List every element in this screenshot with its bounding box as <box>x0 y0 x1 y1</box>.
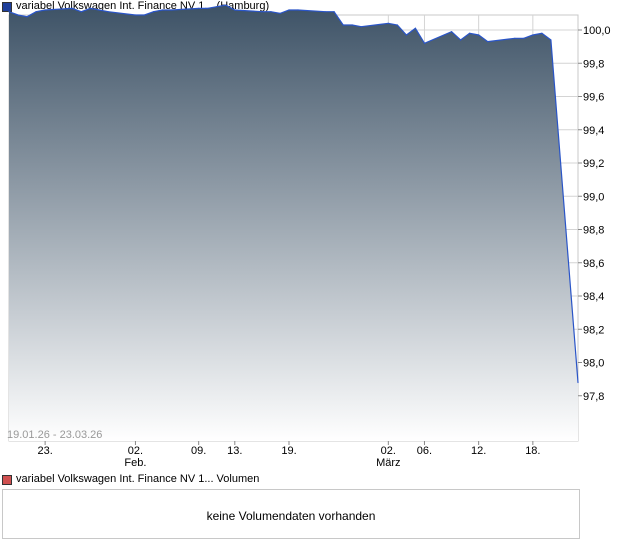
y-tick-label: 99,6 <box>583 92 604 104</box>
price-point <box>98 9 100 11</box>
price-legend-swatch <box>2 1 12 12</box>
price-point <box>279 12 281 14</box>
price-point <box>460 39 462 41</box>
price-point <box>152 11 155 13</box>
price-point <box>469 32 471 34</box>
price-point <box>387 22 389 24</box>
price-point <box>161 9 164 11</box>
price-point <box>198 7 200 9</box>
volume-legend-label: variabel Volkswagen Int. Finance NV 1...… <box>16 473 260 485</box>
price-point <box>405 34 407 36</box>
price-point <box>532 34 534 36</box>
price-chart: 100,0 99,8 99,6 99,4 99,2 99,0 98,8 98,6 98,4 98,… <box>7 4 611 469</box>
price-point <box>207 7 209 9</box>
price-point <box>360 26 362 28</box>
price-point <box>234 9 236 11</box>
price-point <box>541 32 543 34</box>
price-point <box>342 24 344 26</box>
price-point <box>89 7 91 9</box>
date-range-label: 19.01.26 - 23.03.26 <box>7 429 102 441</box>
y-tick-label: 98,4 <box>583 291 604 303</box>
y-tick-label: 98,8 <box>583 225 604 237</box>
price-point <box>35 11 37 13</box>
price-area-fill <box>9 5 578 441</box>
price-line <box>8 4 579 383</box>
price-point <box>396 24 398 26</box>
price-point <box>288 9 290 11</box>
price-point <box>134 14 136 16</box>
price-point <box>107 11 109 13</box>
price-point <box>261 11 263 13</box>
price-point <box>216 6 218 8</box>
x-tick-label: 09. <box>191 445 206 457</box>
price-point <box>71 7 73 9</box>
x-tick-sublabel: März <box>376 457 400 469</box>
x-tick-label: 13. <box>227 445 242 457</box>
price-point <box>17 14 19 16</box>
x-tick-label: 06. <box>417 445 432 457</box>
price-point <box>225 4 227 6</box>
no-volume-message: keine Volumendaten vorhanden <box>206 509 376 523</box>
x-tick-label: 02. <box>381 445 396 457</box>
price-point <box>451 31 453 33</box>
price-point <box>324 11 326 13</box>
price-point <box>423 42 426 44</box>
y-tick-label: 99,8 <box>583 58 604 70</box>
price-point <box>351 24 353 26</box>
y-tick-label: 98,0 <box>583 358 604 370</box>
y-tick-label: 100,0 <box>583 25 611 37</box>
price-point <box>478 34 480 36</box>
x-tick-label: 12. <box>471 445 486 457</box>
volume-legend: variabel Volkswagen Int. Finance NV 1...… <box>2 473 259 486</box>
price-point <box>523 37 525 39</box>
price-point <box>8 11 10 13</box>
price-area <box>8 4 579 441</box>
axes: 100,0 99,8 99,6 99,4 99,2 99,0 98,8 98,6 98,4 98,… <box>37 25 610 469</box>
price-point <box>514 37 516 39</box>
y-tick-label: 99,4 <box>583 125 604 137</box>
price-point <box>414 27 416 29</box>
y-tick-label: 98,6 <box>583 258 604 270</box>
price-point <box>44 9 46 11</box>
price-point <box>577 381 579 384</box>
price-point <box>143 14 146 16</box>
price-point <box>26 16 28 18</box>
y-tick-label: 97,8 <box>583 391 604 403</box>
x-tick-sublabel: Feb. <box>124 457 146 469</box>
price-point <box>171 9 173 11</box>
price-point <box>333 11 335 13</box>
price-point <box>270 11 272 13</box>
price-point <box>80 11 82 13</box>
volume-panel: keine Volumendaten vorhanden <box>2 489 580 539</box>
price-point <box>297 9 299 11</box>
volume-legend-swatch <box>2 474 12 485</box>
y-tick-label: 99,2 <box>583 158 604 170</box>
price-point <box>550 39 552 41</box>
y-tick-label: 99,0 <box>583 191 604 203</box>
price-point <box>487 41 489 43</box>
x-tick-label: 23. <box>37 445 52 457</box>
x-tick-label: 18. <box>525 445 540 457</box>
y-tick-label: 98,2 <box>583 324 604 336</box>
x-tick-label: 02. <box>128 445 143 457</box>
x-tick-label: 19. <box>281 445 296 457</box>
